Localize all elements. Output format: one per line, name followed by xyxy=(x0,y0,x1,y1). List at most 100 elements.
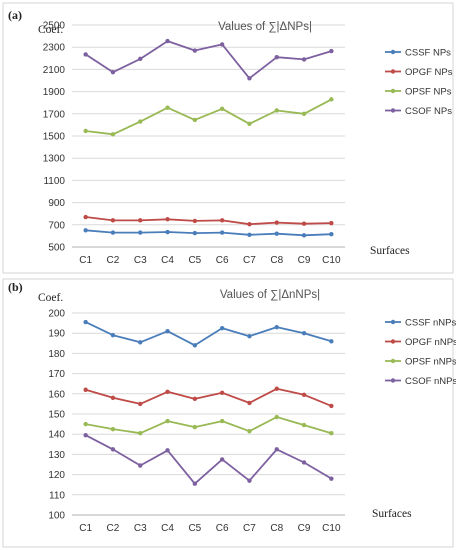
data-point xyxy=(83,52,88,57)
x-tick-label: C10 xyxy=(322,255,341,266)
x-tick-label: C10 xyxy=(322,523,341,534)
data-point xyxy=(138,463,143,468)
y-tick-label: 100 xyxy=(48,511,65,522)
data-point xyxy=(192,343,198,348)
data-point xyxy=(192,396,198,402)
data-point xyxy=(329,403,334,409)
data-point xyxy=(165,105,170,110)
data-point xyxy=(219,218,225,223)
data-point xyxy=(110,69,116,75)
data-point xyxy=(165,229,170,235)
data-point xyxy=(274,447,279,452)
data-point xyxy=(165,418,170,424)
data-point xyxy=(138,340,143,345)
data-point xyxy=(329,232,334,237)
data-point xyxy=(301,392,307,398)
data-point xyxy=(301,422,307,428)
chart-title: Values of ∑|ΔnNPs| xyxy=(220,289,320,301)
x-tick-label: C5 xyxy=(188,255,201,266)
legend-swatch-marker xyxy=(390,378,396,383)
data-point xyxy=(83,228,88,233)
data-point xyxy=(192,117,198,123)
data-point xyxy=(192,48,198,53)
data-point xyxy=(83,128,88,134)
data-point xyxy=(274,414,279,420)
data-point xyxy=(329,430,334,436)
data-point xyxy=(165,38,170,44)
data-point xyxy=(165,448,170,453)
data-point xyxy=(110,218,116,223)
series-line xyxy=(85,416,332,435)
y-tick-label: 900 xyxy=(48,198,65,209)
series-line xyxy=(85,216,332,226)
data-point xyxy=(83,387,88,392)
y-tick-label: 1100 xyxy=(43,176,65,187)
data-point xyxy=(219,42,225,47)
legend-label: CSSF NPs xyxy=(405,48,451,59)
y-tick-label: 1500 xyxy=(43,132,66,143)
y-tick-label: 120 xyxy=(48,470,65,481)
data-point xyxy=(192,424,198,430)
data-point xyxy=(301,460,307,465)
y-tick-label: 700 xyxy=(48,220,65,231)
x-tick-label: C3 xyxy=(134,523,147,534)
y-axis-label: Coef. xyxy=(38,292,63,304)
data-point xyxy=(219,418,225,424)
panel-label: (a) xyxy=(8,8,22,22)
x-tick-label: C3 xyxy=(134,255,147,266)
data-point xyxy=(110,333,116,338)
data-point xyxy=(138,230,143,235)
y-tick-label: 2300 xyxy=(43,43,66,54)
y-tick-label: 1700 xyxy=(43,109,66,120)
x-tick-label: C4 xyxy=(161,523,174,534)
data-point xyxy=(274,220,279,225)
x-tick-label: C1 xyxy=(79,255,92,266)
data-point xyxy=(138,218,143,223)
data-point xyxy=(247,478,252,483)
panel-frame xyxy=(2,278,454,548)
x-axis-label: Surfaces xyxy=(372,508,412,520)
data-point xyxy=(329,48,334,54)
legend-swatch-marker xyxy=(390,108,396,113)
legend-label: OPGF nNPs xyxy=(405,337,456,348)
x-tick-label: C7 xyxy=(243,523,256,534)
data-point xyxy=(329,476,334,481)
y-tick-label: 180 xyxy=(48,349,65,360)
y-tick-label: 1900 xyxy=(43,87,66,98)
data-point xyxy=(219,230,225,235)
data-point xyxy=(110,426,116,432)
legend-swatch-marker xyxy=(390,49,396,55)
x-tick-label: C6 xyxy=(216,255,229,266)
y-tick-label: 140 xyxy=(48,430,65,441)
series-line xyxy=(85,434,332,485)
x-axis-label: Surfaces xyxy=(370,245,410,257)
x-tick-label: C5 xyxy=(188,523,201,534)
legend-swatch-marker xyxy=(390,69,396,74)
data-point xyxy=(110,132,116,137)
data-point xyxy=(110,230,116,235)
data-point xyxy=(110,395,116,401)
data-point xyxy=(329,97,334,102)
y-tick-label: 150 xyxy=(48,410,65,421)
y-tick-label: 200 xyxy=(48,309,65,320)
data-point xyxy=(301,111,307,117)
x-tick-label: C7 xyxy=(243,255,256,266)
data-point xyxy=(247,121,252,126)
legend-label: OPSF NPs xyxy=(405,87,452,98)
legend-label: OPSF nNPs xyxy=(405,357,456,368)
legend-label: OPGF NPs xyxy=(405,67,453,78)
legend-swatch-marker xyxy=(390,358,396,364)
y-axis-label: Coef. xyxy=(38,24,63,36)
y-tick-label: 2500 xyxy=(43,21,66,32)
data-point xyxy=(192,481,198,486)
data-point xyxy=(219,325,225,331)
y-tick-label: 500 xyxy=(48,243,65,254)
legend-label: CSOF nNPs xyxy=(405,376,456,387)
data-point xyxy=(247,222,252,227)
data-point xyxy=(247,232,252,237)
data-point xyxy=(83,421,88,427)
data-point xyxy=(83,433,88,438)
data-point xyxy=(165,389,170,394)
data-point xyxy=(274,231,279,236)
y-tick-label: 2100 xyxy=(43,65,66,76)
